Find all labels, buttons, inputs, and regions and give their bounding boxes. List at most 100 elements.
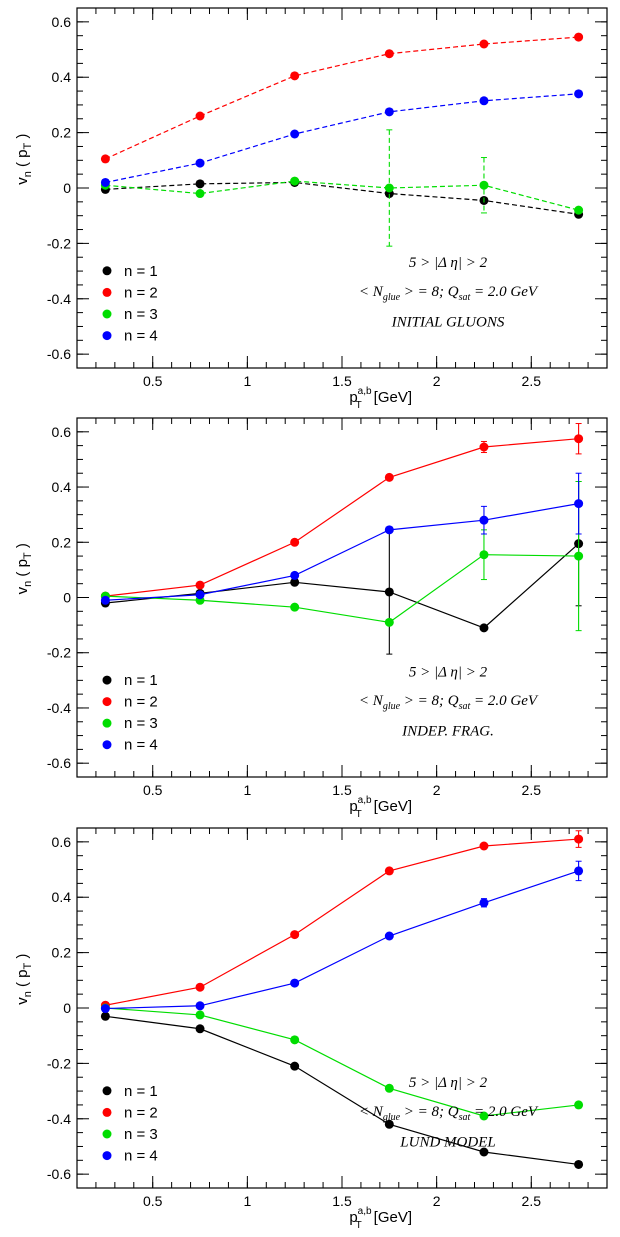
x-tick-label: 1	[243, 1193, 251, 1209]
y-tick-label: 0.2	[52, 534, 72, 550]
data-point-n2	[384, 472, 394, 482]
y-tick-label: 0.6	[52, 14, 72, 30]
legend-marker-n1	[102, 675, 112, 685]
data-point-n3	[574, 551, 584, 561]
annotation-eta-cut: 5 > |Δ η| > 2	[409, 664, 488, 680]
x-tick-label: 1	[243, 373, 251, 389]
legend-label-n2: n = 2	[124, 1104, 158, 1121]
data-point-n3	[195, 189, 205, 199]
data-point-n2	[479, 39, 489, 49]
chart-panel-1: -0.6 -0.4 -0.2 0 0.2 0.4 0.6 0.5 1 1.5 2 2.5 vn ( pT…	[14, 7, 608, 411]
y-tick-label: 0.4	[52, 889, 72, 905]
data-point-n4	[290, 129, 300, 139]
annotation-nglue-qsat: < Nglue > = 8; Qsat = 2.0 GeV	[359, 284, 539, 303]
series-line-n1	[105, 1015, 579, 1166]
annotation-model: INDEP. FRAG.	[401, 724, 494, 740]
data-point-n1	[384, 587, 394, 597]
series-line-n1	[105, 543, 580, 629]
series-line-n4	[105, 870, 579, 1010]
series-line-n4	[105, 93, 579, 184]
x-tick-label: 2	[433, 1193, 441, 1209]
data-point-n4	[195, 158, 205, 168]
data-point-n1	[479, 623, 489, 633]
y-tick-label: 0	[63, 180, 71, 196]
data-point-n4	[479, 898, 489, 908]
y-tick-label: -0.2	[47, 645, 71, 661]
annotation-model: LUND MODEL	[399, 1135, 495, 1151]
data-point-n2	[574, 834, 584, 844]
data-point-n3	[479, 550, 489, 560]
data-point-n1	[290, 577, 300, 587]
data-point-n4	[574, 866, 584, 876]
data-point-n1	[195, 1024, 205, 1034]
data-point-n3	[574, 205, 584, 215]
data-point-n1	[384, 1119, 394, 1129]
series-line-n4	[105, 503, 579, 601]
series-line-n3	[105, 180, 579, 211]
annotation-eta-cut: 5 > |Δ η| > 2	[409, 255, 488, 271]
legend-label-n1: n = 1	[124, 1083, 158, 1100]
x-axis-label: pa,b T [GeV]	[349, 386, 412, 411]
y-tick-label: 0	[63, 590, 71, 606]
legend-marker-n2	[102, 287, 112, 297]
chart-panel-3: -0.6 -0.4 -0.2 0 0.2 0.4 0.6 0.5 1 1.5 2 2.5 vn ( pT…	[14, 827, 608, 1231]
data-point-n1	[195, 179, 205, 189]
y-axis-label: vn ( pT )	[14, 954, 34, 1005]
annotation-nglue-qsat: < Nglue > = 8; Qsat = 2.0 GeV	[359, 693, 539, 712]
data-point-n4	[384, 525, 394, 535]
data-point-n2	[100, 154, 110, 164]
y-axis-label: vn ( pT )	[14, 543, 34, 594]
legend-marker-n3	[102, 309, 112, 319]
data-point-n2	[479, 442, 489, 452]
x-axis-label: pa,b T [GeV]	[349, 795, 412, 820]
y-tick-label: -0.4	[47, 291, 71, 307]
y-tick-label: -0.4	[47, 1111, 71, 1127]
y-axis-label: vn ( pT )	[14, 134, 34, 185]
legend-label-n4: n = 4	[124, 328, 158, 345]
y-tick-label: -0.2	[47, 1055, 71, 1071]
series-line-n3	[105, 554, 579, 623]
data-point-n4	[574, 89, 584, 99]
x-tick-label: 1.5	[332, 373, 352, 389]
data-point-n4	[100, 1004, 110, 1014]
data-point-n2	[195, 982, 205, 992]
data-point-n1	[290, 1061, 300, 1071]
legend-marker-n3	[102, 1129, 112, 1139]
y-tick-label: -0.6	[47, 346, 71, 362]
series-line-n2	[105, 838, 579, 1006]
series-line-n2	[105, 36, 579, 160]
data-point-n1	[479, 1147, 489, 1157]
annotation-eta-cut: 5 > |Δ η| > 2	[409, 1075, 488, 1091]
y-tick-label: -0.2	[47, 235, 71, 251]
chart-panel-2: -0.6 -0.4 -0.2 0 0.2 0.4 0.6 0.5 1 1.5 2 2.5 vn ( pT…	[14, 417, 608, 820]
data-point-n3	[384, 617, 394, 627]
data-point-n1	[574, 1159, 584, 1169]
legend-marker-n4	[102, 740, 112, 750]
x-tick-label: 0.5	[143, 373, 163, 389]
annotation-nglue-qsat: < Nglue > = 8; Qsat = 2.0 GeV	[359, 1104, 539, 1123]
legend-label-n1: n = 1	[124, 672, 158, 689]
data-point-n3	[384, 1083, 394, 1093]
data-point-n4	[384, 931, 394, 941]
data-point-n2	[574, 32, 584, 42]
y-tick-label: 0.6	[52, 424, 72, 440]
data-point-n2	[290, 71, 300, 81]
legend-label-n3: n = 3	[124, 306, 158, 323]
legend-marker-n1	[102, 1086, 112, 1096]
y-tick-label: -0.6	[47, 755, 71, 771]
data-point-n1	[100, 1011, 110, 1021]
legend-label-n2: n = 2	[124, 694, 158, 711]
data-point-n4	[100, 595, 110, 605]
x-tick-label: 2	[433, 782, 441, 798]
legend-marker-n2	[102, 1107, 112, 1117]
data-point-n3	[290, 1035, 300, 1045]
data-point-n2	[195, 580, 205, 590]
x-tick-label: 2	[433, 373, 441, 389]
legend-label-n2: n = 2	[124, 284, 158, 301]
data-point-n2	[290, 930, 300, 940]
y-tick-label: 0.6	[52, 834, 72, 850]
data-point-n3	[290, 176, 300, 186]
data-point-n4	[195, 590, 205, 600]
legend-marker-n4	[102, 1151, 112, 1161]
